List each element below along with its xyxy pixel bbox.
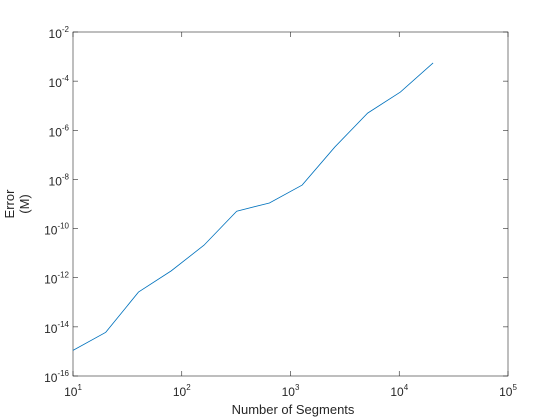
data-line	[72, 62, 434, 351]
y-tick-label: 10-2	[49, 25, 70, 41]
tick-exponent: 2	[186, 383, 191, 392]
tick-base: 10	[49, 125, 63, 139]
tick-exponent: 5	[512, 383, 517, 392]
tick-base: 10	[390, 385, 404, 399]
tick-base: 10	[44, 224, 58, 238]
y-axis-label: Error	[2, 189, 17, 219]
tick-base: 10	[44, 371, 58, 385]
x-tick-label: 102	[173, 383, 191, 399]
tick-exponent: -8	[62, 172, 70, 181]
tick-exponent: -10	[57, 222, 69, 231]
x-tick-label: 104	[390, 383, 408, 399]
tick-base: 10	[49, 27, 63, 41]
tick-exponent: 1	[77, 383, 82, 392]
tick-exponent: -16	[57, 369, 69, 378]
tick-base: 10	[44, 322, 58, 336]
plot-area	[72, 31, 509, 377]
y-tick-label: 10-16	[44, 369, 69, 385]
tick-base: 10	[49, 174, 63, 188]
tick-exponent: -12	[57, 271, 69, 280]
tick-base: 10	[499, 385, 513, 399]
tick-base: 10	[173, 385, 187, 399]
tick-base: 10	[282, 385, 296, 399]
x-tick-label: 101	[64, 383, 82, 399]
y-tick-label: 10-10	[44, 222, 69, 238]
y-tick-label: 10-4	[49, 74, 70, 90]
y-tick-label: 10-12	[44, 271, 69, 287]
y-tick-label: 10-6	[49, 123, 70, 139]
tick-base: 10	[64, 385, 78, 399]
y-tick-label: 10-14	[44, 320, 69, 336]
tick-exponent: -4	[62, 74, 70, 83]
x-axis-label: Number of Segments	[232, 402, 355, 417]
tick-exponent: 4	[404, 383, 409, 392]
y-tick-label: 10-8	[49, 172, 70, 188]
x-tick-label: 103	[282, 383, 300, 399]
tick-base: 10	[49, 76, 63, 90]
y-axis-label: (M)	[17, 194, 32, 214]
x-tick-label: 105	[499, 383, 517, 399]
tick-exponent: 3	[295, 383, 300, 392]
tick-base: 10	[44, 273, 58, 287]
tick-exponent: -2	[62, 25, 70, 34]
tick-exponent: -14	[57, 320, 69, 329]
tick-exponent: -6	[62, 123, 70, 132]
